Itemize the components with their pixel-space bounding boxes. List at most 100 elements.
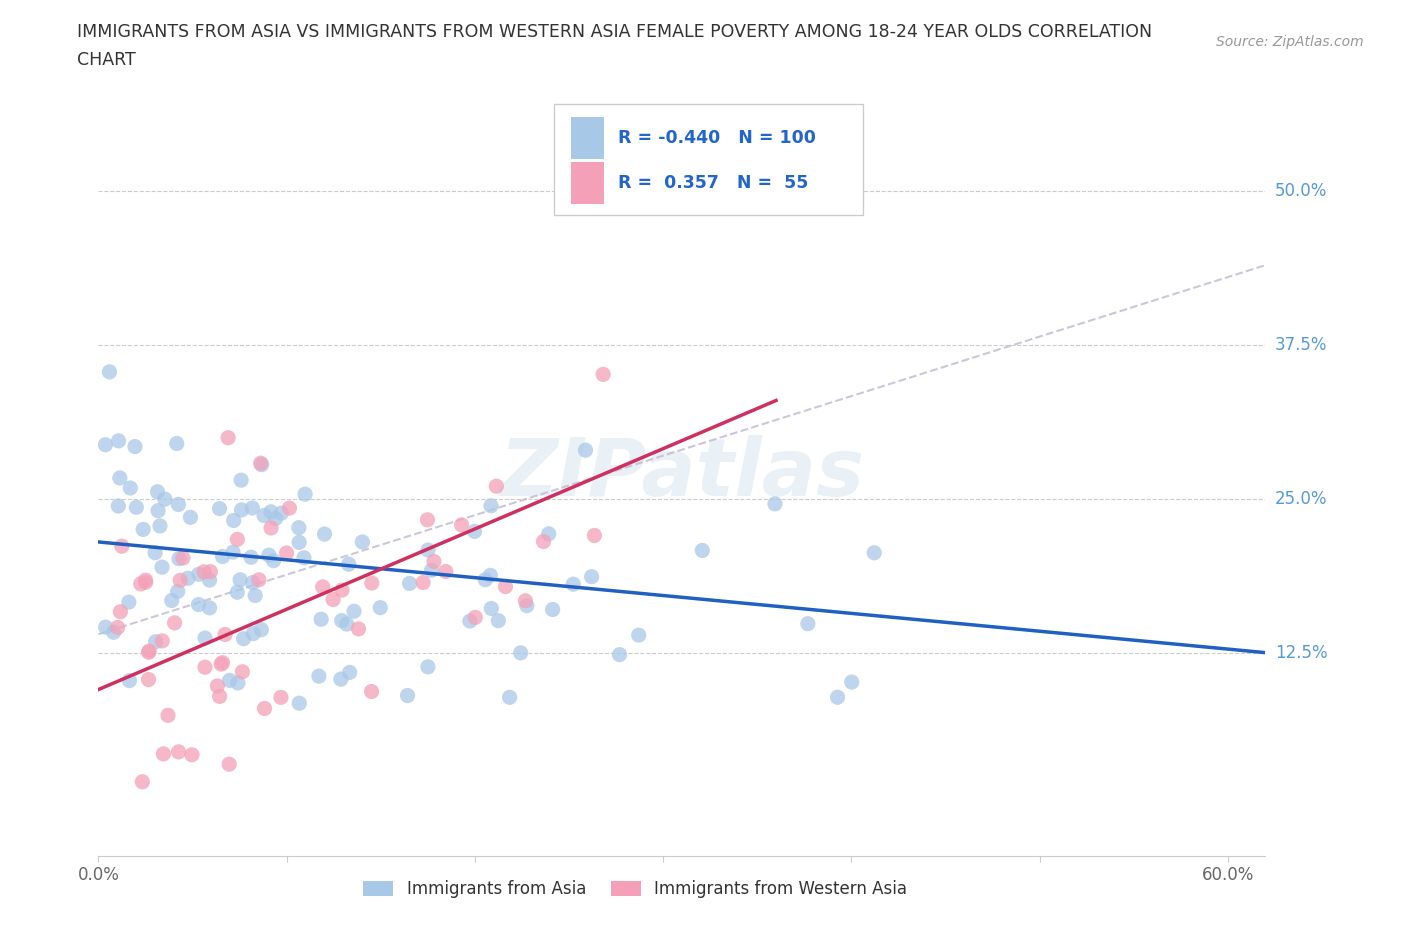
Point xyxy=(322,592,344,607)
Point xyxy=(218,673,240,688)
Text: 25.0%: 25.0% xyxy=(1275,490,1327,508)
Point xyxy=(498,690,520,705)
Point xyxy=(581,569,603,584)
Point xyxy=(232,631,254,646)
Point xyxy=(198,573,221,588)
Point xyxy=(209,657,232,671)
Text: CHART: CHART xyxy=(77,51,136,69)
Point xyxy=(172,551,194,565)
Point xyxy=(249,456,271,471)
Point xyxy=(124,439,146,454)
Point xyxy=(479,498,502,513)
Point xyxy=(509,645,531,660)
Point xyxy=(264,512,287,526)
Point xyxy=(118,594,141,609)
Bar xyxy=(571,117,603,159)
Point xyxy=(160,593,183,608)
Point xyxy=(198,601,221,616)
Text: R = -0.440   N = 100: R = -0.440 N = 100 xyxy=(617,129,815,147)
Point xyxy=(167,551,190,566)
Point xyxy=(292,551,315,565)
Text: ZIPatlas: ZIPatlas xyxy=(499,435,865,513)
Point xyxy=(229,572,252,587)
Point xyxy=(138,644,160,659)
Point xyxy=(347,621,370,636)
Point xyxy=(270,506,292,521)
Point xyxy=(337,557,360,572)
Point xyxy=(309,612,332,627)
Point xyxy=(181,748,204,763)
Point xyxy=(222,513,245,528)
Point xyxy=(485,479,508,494)
Point xyxy=(120,481,142,496)
Point xyxy=(312,579,335,594)
Point xyxy=(135,575,157,590)
Point xyxy=(200,565,222,579)
Point xyxy=(247,572,270,587)
Text: IMMIGRANTS FROM ASIA VS IMMIGRANTS FROM WESTERN ASIA FEMALE POVERTY AMONG 18-24 : IMMIGRANTS FROM ASIA VS IMMIGRANTS FROM … xyxy=(77,23,1153,41)
Point xyxy=(231,664,253,679)
Point xyxy=(240,500,263,515)
Point xyxy=(108,471,131,485)
Point xyxy=(464,524,486,538)
Point xyxy=(416,512,439,527)
Point xyxy=(143,545,166,560)
Point xyxy=(763,497,786,512)
Point xyxy=(339,665,361,680)
Point xyxy=(314,526,336,541)
Point xyxy=(253,701,276,716)
Point xyxy=(288,696,311,711)
Point xyxy=(193,565,215,579)
Point xyxy=(163,616,186,631)
Point xyxy=(240,550,263,565)
Point xyxy=(515,593,537,608)
Point xyxy=(149,519,172,534)
Point xyxy=(169,573,191,588)
Point xyxy=(308,669,330,684)
Point xyxy=(138,644,160,658)
Point xyxy=(110,604,132,619)
Point xyxy=(226,585,249,600)
Point xyxy=(797,617,820,631)
Point xyxy=(260,521,283,536)
Point xyxy=(208,689,231,704)
Point xyxy=(276,546,298,561)
Point xyxy=(330,582,353,597)
Point xyxy=(827,690,849,705)
Point xyxy=(396,688,419,703)
Point xyxy=(336,617,359,631)
Point xyxy=(412,575,434,590)
Point xyxy=(131,775,153,790)
Point xyxy=(288,520,311,535)
Point xyxy=(107,498,129,513)
Point xyxy=(245,588,267,603)
Point xyxy=(207,679,229,694)
Point xyxy=(420,563,443,578)
Point xyxy=(194,659,217,674)
Point xyxy=(98,365,121,379)
Point xyxy=(226,532,249,547)
Point xyxy=(260,504,283,519)
Point xyxy=(111,538,134,553)
Point xyxy=(294,486,316,501)
Point xyxy=(450,517,472,532)
Point xyxy=(226,675,249,690)
Point xyxy=(177,571,200,586)
Text: 50.0%: 50.0% xyxy=(1275,182,1327,200)
Point xyxy=(863,545,886,560)
Point xyxy=(479,601,502,616)
Point xyxy=(486,613,509,628)
Point xyxy=(627,628,650,643)
Point xyxy=(494,579,516,594)
Point xyxy=(145,634,167,649)
Point xyxy=(194,631,217,645)
Point xyxy=(479,568,502,583)
Point xyxy=(125,499,148,514)
FancyBboxPatch shape xyxy=(554,104,863,215)
Point xyxy=(167,744,190,759)
Point xyxy=(270,690,292,705)
Point xyxy=(416,659,439,674)
Point xyxy=(150,633,173,648)
Point xyxy=(132,522,155,537)
Point xyxy=(217,431,239,445)
